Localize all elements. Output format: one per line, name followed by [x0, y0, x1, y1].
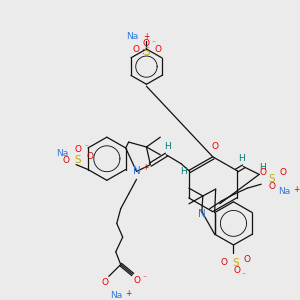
- Text: O: O: [75, 146, 82, 154]
- Text: +: +: [143, 32, 150, 41]
- Text: O: O: [143, 39, 150, 48]
- Text: ⁻: ⁻: [84, 142, 88, 152]
- Text: O: O: [280, 168, 286, 177]
- Text: Na: Na: [127, 32, 139, 41]
- Text: O: O: [132, 46, 139, 55]
- Text: S: S: [143, 47, 150, 57]
- Text: ⁻: ⁻: [152, 39, 155, 48]
- Text: O: O: [260, 168, 267, 177]
- Text: H: H: [238, 154, 245, 163]
- Text: O: O: [155, 46, 162, 55]
- Text: O: O: [244, 255, 251, 264]
- Text: :: :: [141, 47, 144, 56]
- Text: O: O: [211, 142, 218, 152]
- Text: ⁻: ⁻: [142, 274, 146, 283]
- Text: O: O: [220, 258, 227, 267]
- Text: O: O: [63, 156, 70, 165]
- Text: S: S: [269, 174, 275, 184]
- Text: +: +: [142, 163, 148, 172]
- Text: N: N: [198, 208, 206, 219]
- Text: Na: Na: [56, 149, 68, 158]
- Text: O: O: [86, 152, 94, 161]
- Text: N: N: [133, 167, 140, 176]
- Text: O: O: [101, 278, 108, 287]
- Text: Na: Na: [111, 291, 123, 300]
- Text: O: O: [234, 266, 241, 275]
- Text: H: H: [180, 167, 186, 176]
- Text: O: O: [133, 276, 140, 285]
- Text: Na: Na: [278, 187, 290, 196]
- Text: +: +: [294, 184, 300, 194]
- Text: S: S: [232, 258, 239, 268]
- Text: H: H: [164, 142, 171, 152]
- Text: ⁻: ⁻: [242, 270, 245, 279]
- Text: S: S: [75, 155, 82, 165]
- Text: O: O: [268, 182, 276, 191]
- Text: H: H: [259, 163, 266, 172]
- Text: +: +: [125, 290, 132, 298]
